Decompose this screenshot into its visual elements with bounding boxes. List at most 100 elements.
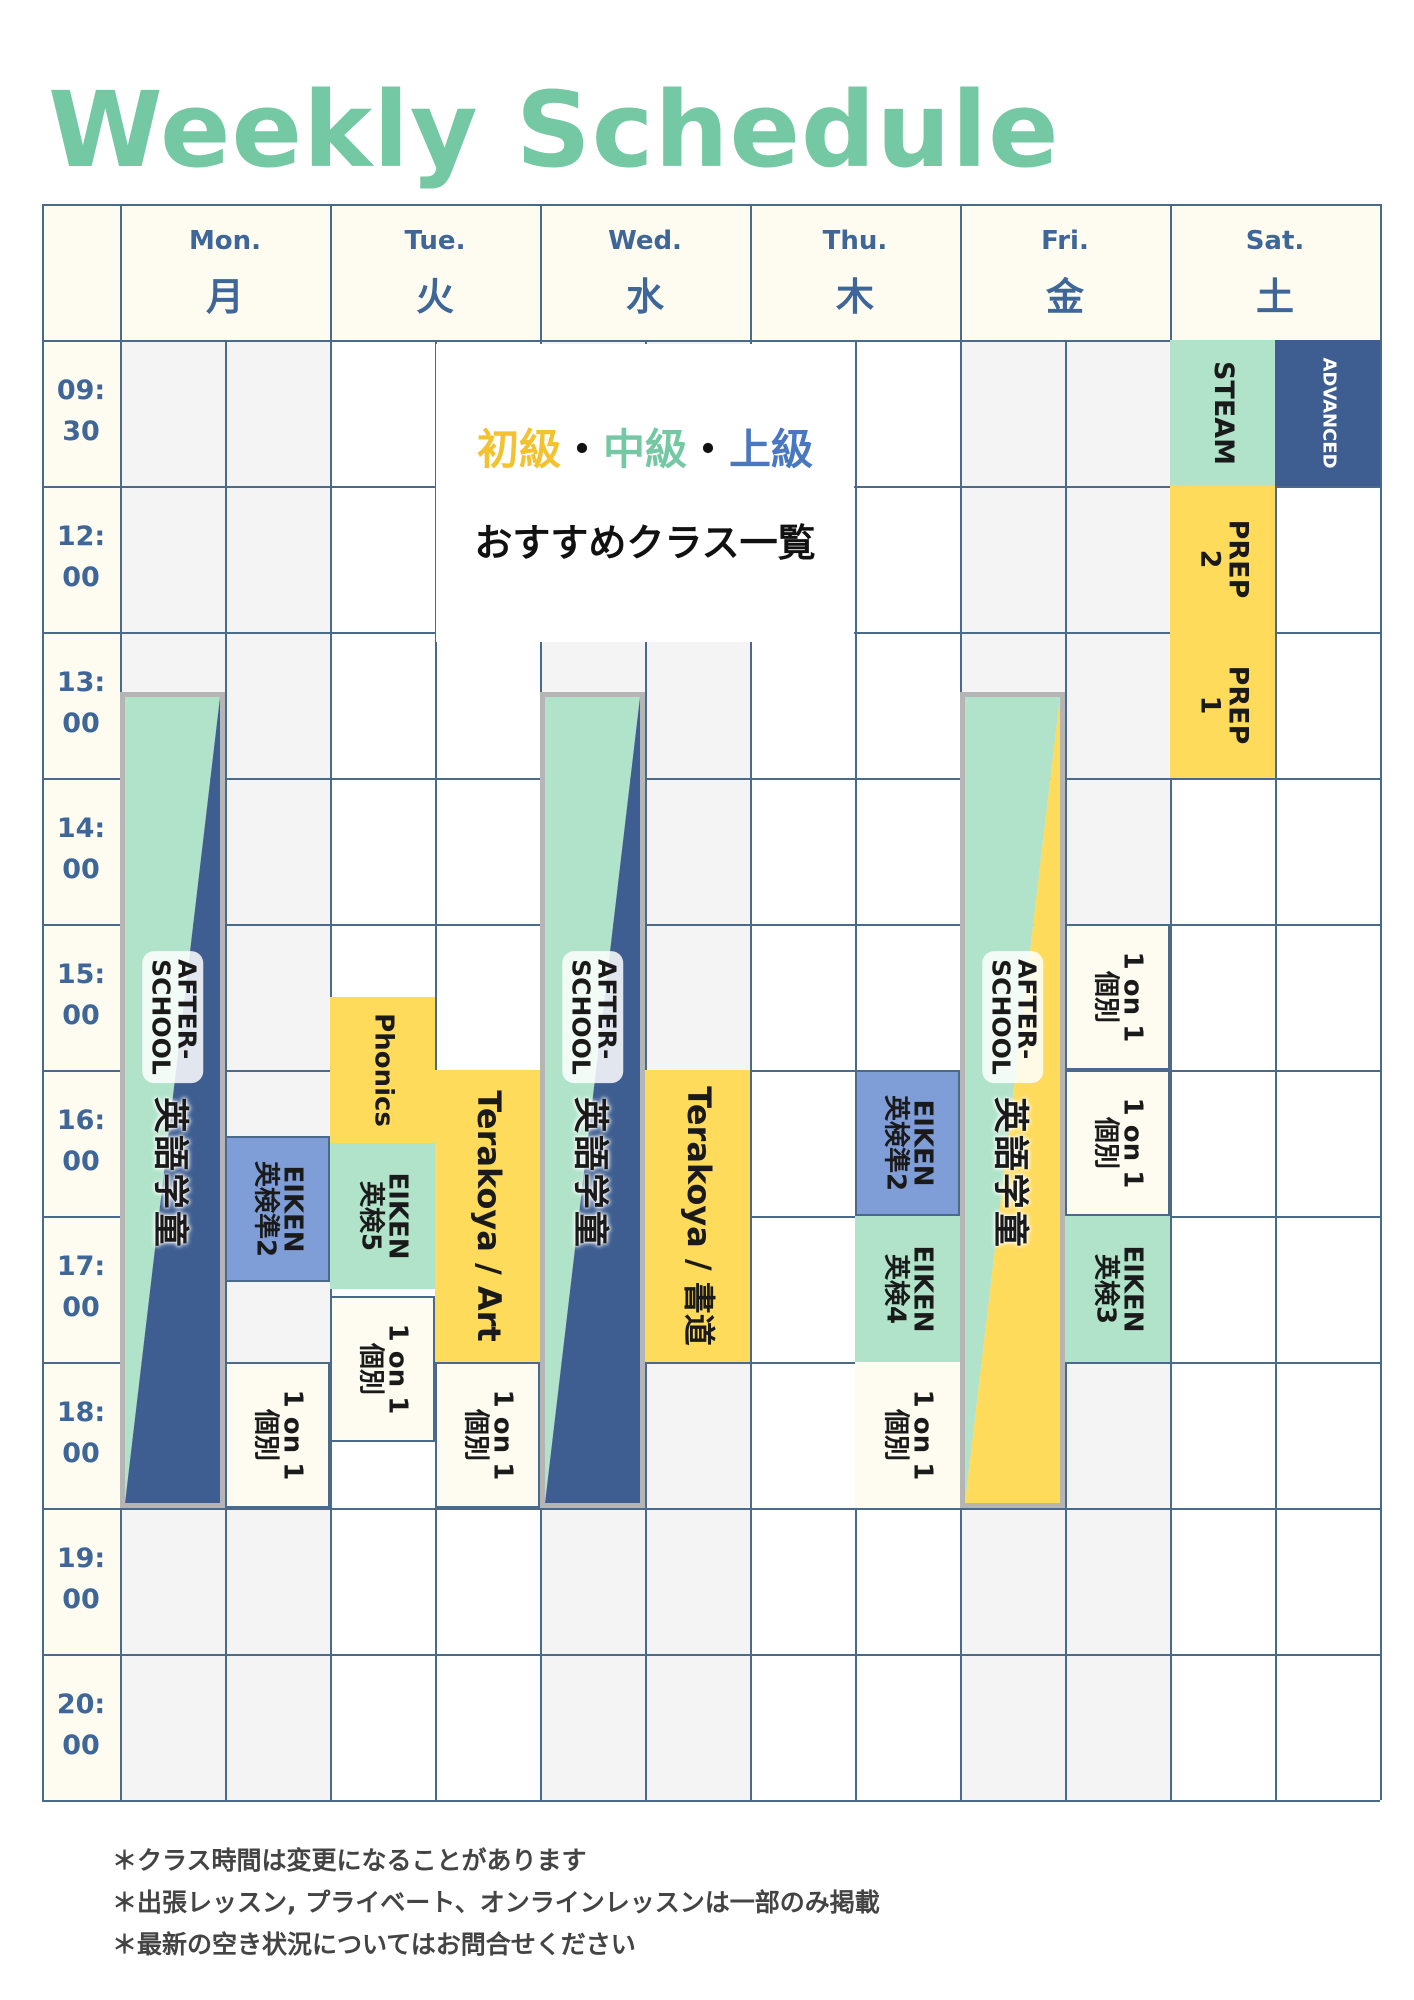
level-text: 上級	[729, 425, 814, 474]
grid-cell	[435, 1508, 540, 1654]
one-on-one-thu: 1 on 1 個別	[855, 1362, 960, 1508]
grid-line-v	[1380, 204, 1382, 1800]
grid-cell	[1275, 1654, 1380, 1800]
one-on-one-tue-2: 1 on 1 個別	[435, 1362, 540, 1508]
after-school-fri-label: AFTER- SCHOOL 英語学童	[982, 951, 1043, 1249]
after-school-mon-background	[125, 697, 220, 1503]
grid-line-h	[42, 204, 1380, 206]
one-on-one-tue: 1 on 1 個別	[330, 1296, 435, 1443]
time-minute: 00	[62, 1146, 100, 1177]
time-hour: 19:	[56, 1543, 106, 1574]
grid-cell	[1065, 486, 1170, 632]
grid-cell	[855, 1654, 960, 1800]
notes: ＊クラス時間は変更になることがあります ＊出張レッスン, プライベート、オンライ…	[112, 1840, 880, 1966]
grid-cell	[645, 1654, 750, 1800]
grid-cell	[855, 340, 960, 486]
eiken-pre2-thu-label: EIKEN 英検準2	[879, 1094, 937, 1192]
grid-cell	[1275, 1070, 1380, 1216]
grid-cell	[1170, 924, 1275, 1070]
one-on-one-thu-label: 1 on 1 個別	[879, 1389, 937, 1481]
grid-cell	[435, 778, 540, 924]
day-en: Thu.	[822, 226, 888, 256]
time-hour: 09:	[56, 375, 106, 406]
grid-line-h	[42, 340, 1380, 342]
time-hour: 16:	[56, 1105, 106, 1136]
grid-cell	[330, 632, 435, 778]
prep1-class: PREP 1	[1170, 632, 1275, 778]
after-school-en: AFTER- SCHOOL	[562, 951, 623, 1083]
time-minute: 00	[62, 854, 100, 885]
time-label: 16: 00	[42, 1070, 120, 1216]
grid-line-v	[225, 340, 227, 1800]
grid-cell	[645, 924, 750, 1070]
grid-cell	[330, 340, 435, 486]
grid-cell	[120, 340, 225, 486]
time-label: 09: 30	[42, 340, 120, 486]
after-school-wed-background	[545, 697, 640, 1503]
grid-cell	[1275, 486, 1380, 632]
after-school-wed: AFTER- SCHOOL 英語学童	[540, 692, 645, 1508]
advanced-class-label: ADVANCED	[1317, 357, 1339, 469]
note-2: ＊出張レッスン, プライベート、オンラインレッスンは一部のみ掲載	[112, 1888, 880, 1917]
grid-line-v	[42, 204, 44, 1800]
level-text: 中級	[602, 425, 687, 474]
grid-cell	[750, 1216, 855, 1362]
grid-cell	[435, 632, 540, 778]
grid-cell	[855, 778, 960, 924]
grid-cell	[120, 486, 225, 632]
day-jp: 火	[415, 275, 454, 319]
one-on-one-tue-label: 1 on 1 個別	[354, 1323, 412, 1415]
grid-cell	[1065, 778, 1170, 924]
level-text: 初級	[476, 425, 561, 474]
day-header-fri: Fri. 金	[960, 204, 1170, 340]
grid-cell	[1065, 1362, 1170, 1508]
time-minute: 00	[62, 1438, 100, 1469]
grid-line-v	[1170, 204, 1172, 1800]
day-jp: 木	[835, 275, 874, 319]
time-label: 12: 00	[42, 486, 120, 632]
after-school-fri: AFTER- SCHOOL 英語学童	[960, 692, 1065, 1508]
grid-cell	[120, 1654, 225, 1800]
time-minute: 30	[62, 416, 100, 447]
time-hour: 14:	[56, 813, 106, 844]
grid-cell	[855, 924, 960, 1070]
time-hour: 13:	[56, 667, 106, 698]
grid-cell	[1170, 1362, 1275, 1508]
day-jp: 水	[625, 275, 664, 319]
grid-cell	[1275, 1216, 1380, 1362]
level-text: ・	[687, 425, 730, 474]
grid-cell	[225, 632, 330, 778]
grid-cell	[1275, 778, 1380, 924]
grid-cell	[750, 1362, 855, 1508]
time-minute: 00	[62, 708, 100, 739]
after-school-jp: 英語学童	[988, 1096, 1030, 1249]
grid-cell	[645, 778, 750, 924]
grid-cell	[960, 1654, 1065, 1800]
grid-cell	[750, 632, 855, 778]
eiken3-fri-label: EIKEN 英検3	[1089, 1245, 1147, 1333]
grid-cell	[1170, 1070, 1275, 1216]
one-on-one-mon: 1 on 1 個別	[225, 1362, 330, 1508]
grid-line-v	[750, 204, 752, 1800]
grid-cell	[1170, 1216, 1275, 1362]
day-en: Sat.	[1245, 226, 1305, 256]
grid-cell	[225, 340, 330, 486]
time-label: 13: 00	[42, 632, 120, 778]
grid-cell	[1065, 632, 1170, 778]
grid-cell	[225, 924, 330, 1070]
eiken5-tue-label: EIKEN 英検5	[354, 1172, 412, 1260]
grid-line-h	[42, 1508, 1380, 1510]
grid-cell	[750, 1654, 855, 1800]
grid-cell	[1170, 778, 1275, 924]
after-school-jp: 英語学童	[568, 1096, 610, 1249]
time-hour: 12:	[56, 521, 106, 552]
grid-cell	[540, 1508, 645, 1654]
grid-cell	[750, 1508, 855, 1654]
eiken-pre2-mon-label: EIKEN 英検準2	[249, 1160, 307, 1257]
after-school-en: AFTER- SCHOOL	[982, 951, 1043, 1083]
steam-class-label: STEAM	[1207, 360, 1239, 466]
one-on-one-fri-1: 1 on 1 個別	[1065, 924, 1170, 1070]
grid-cell	[855, 1508, 960, 1654]
time-minute: 00	[62, 1730, 100, 1761]
page-title: Weekly Schedule	[48, 69, 1060, 191]
